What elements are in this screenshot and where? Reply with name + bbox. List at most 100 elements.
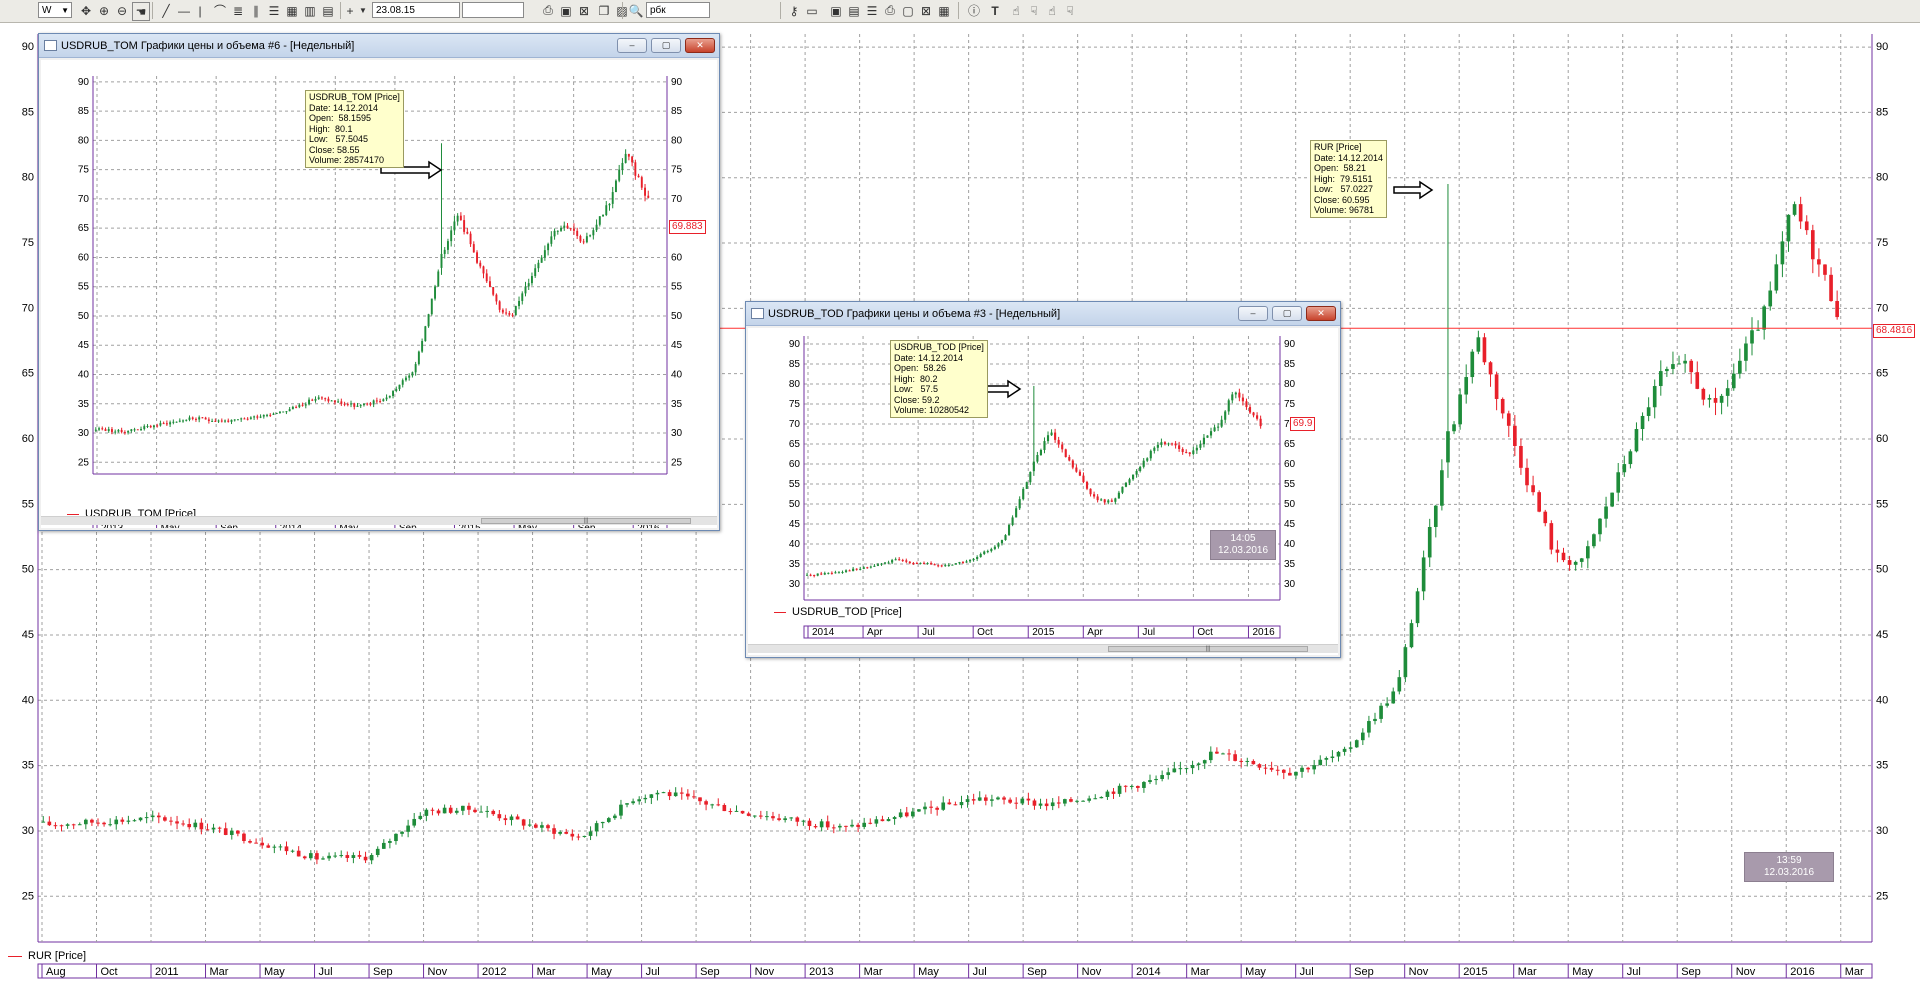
close-button[interactable]: ✕	[1306, 306, 1336, 321]
candle	[1306, 767, 1310, 770]
screen-icon[interactable]: ▢	[902, 3, 914, 18]
candle	[175, 421, 178, 423]
maximize-button[interactable]: ▢	[1272, 306, 1302, 321]
candle	[150, 815, 155, 818]
print-icon[interactable]: ⎙	[543, 3, 553, 17]
y-tick-label: 45	[1284, 519, 1296, 530]
y-tick-label: 90	[1284, 339, 1296, 350]
main-clock: 13:59 12.03.2016	[1744, 852, 1834, 882]
candle	[576, 230, 579, 237]
delete-icon[interactable]: ⊠	[578, 3, 590, 18]
minimize-button[interactable]: –	[617, 38, 647, 53]
chevron-down-icon[interactable]: ▼	[359, 6, 367, 15]
chart-window-icon[interactable]: ▣	[830, 3, 842, 18]
y-tick-label: 50	[1284, 499, 1296, 510]
open-icon[interactable]: ▣	[560, 3, 572, 18]
hand-icon[interactable]: ☚	[132, 2, 150, 21]
list-icon[interactable]: ☰	[866, 3, 878, 18]
candle	[260, 842, 265, 846]
trendline-icon[interactable]: ╱	[162, 3, 170, 18]
print-preview-icon[interactable]: ⎙	[885, 3, 895, 17]
bars-icon[interactable]: ▥	[304, 3, 316, 18]
candle	[1105, 791, 1110, 797]
candle	[1537, 492, 1541, 512]
hand-down-icon[interactable]: ☟	[1030, 3, 1038, 18]
close-button[interactable]: ✕	[685, 38, 715, 53]
crosshair-icon[interactable]: +	[346, 3, 354, 18]
arc-icon[interactable]: ⌒	[213, 4, 226, 18]
x-tick-label: 2016	[1790, 966, 1814, 978]
fibonacci-icon[interactable]: ≣	[232, 3, 244, 18]
info-icon[interactable]: ⓘ	[967, 4, 980, 18]
candle	[291, 406, 294, 410]
candle	[1330, 756, 1335, 759]
minimize-button[interactable]: –	[1238, 306, 1268, 321]
tooltip-open: Open: 58.1595	[309, 113, 372, 123]
candle	[734, 810, 739, 812]
search-icon[interactable]: 🔍	[628, 3, 644, 18]
candle	[813, 575, 816, 577]
main-chart[interactable]: 25 25 30 30 35 35 40 40 45 45 50 50 55 55 60 60 65 65 70 70…	[0, 22, 1920, 986]
zoom-in-icon[interactable]: ⊕	[98, 3, 110, 18]
candle	[1061, 444, 1064, 450]
candle	[838, 825, 842, 828]
candle	[892, 817, 897, 819]
tom-hscroll[interactable]: |||	[41, 516, 717, 525]
date-field-empty[interactable]	[462, 2, 524, 18]
move-icon[interactable]: ✥	[80, 3, 92, 18]
window-usdrub-tod[interactable]: USDRUB_TOD Графики цены и объема #3 - [Н…	[745, 301, 1341, 658]
candle	[395, 389, 398, 392]
date-field[interactable]: 23.08.15	[372, 2, 460, 18]
candle	[388, 841, 392, 843]
horizontal-line-icon[interactable]: —	[178, 3, 190, 18]
text-tool-icon[interactable]: T	[991, 3, 999, 18]
toolbar: W ▼ ✥ ⊕ ⊖ ☚ ╱ — | ⌒ ≣ ∥ ☰ ▦ ▥ ▤ + ▼ 23.0…	[0, 0, 1920, 23]
grid-icon[interactable]: ▦	[286, 3, 298, 18]
tooltip-title: USDRUB_TOM [Price]	[309, 92, 400, 102]
candle	[324, 398, 327, 400]
window-usdrub-tom[interactable]: USDRUB_TOM Графики цены и объема #6 - [Н…	[38, 33, 720, 535]
channel-icon[interactable]: ∥	[253, 3, 259, 18]
scroll-thumb[interactable]: |||	[1108, 646, 1308, 652]
zoom-out-icon[interactable]: ⊖	[116, 3, 128, 18]
candle	[1111, 791, 1116, 794]
x-tick-label: Sep	[373, 966, 393, 978]
tod-plot-area[interactable]: 30 30 35 35 40 40 45 45 50 50 55 55 60 60 65 65 70 70 75 75…	[748, 328, 1338, 655]
layout-icon[interactable]: ▦	[938, 3, 950, 18]
candles-icon[interactable]: ▤	[322, 3, 334, 18]
candle	[65, 824, 70, 826]
main-chart-canvas[interactable]: 25 25 30 30 35 35 40 40 45 45 50 50 55 55 60 60 65 65 70 70…	[0, 22, 1920, 986]
candle	[1762, 306, 1766, 330]
tooltip-low: Low: 57.5	[894, 384, 939, 394]
maximize-button[interactable]: ▢	[651, 38, 681, 53]
thumb-up-icon[interactable]: ☝	[1048, 3, 1056, 18]
candle	[1117, 492, 1120, 499]
tod-chart-canvas[interactable]: 30 30 35 35 40 40 45 45 50 50 55 55 60 60 65 65 70 70 75 75…	[748, 328, 1338, 655]
candle	[1014, 802, 1019, 804]
search-input[interactable]: рбк	[646, 2, 710, 18]
x-tick-label: 2012	[482, 966, 506, 978]
close-window-icon[interactable]: ⊠	[920, 3, 932, 18]
candle	[236, 419, 239, 421]
tod-tooltip: USDRUB_TOD [Price] Date: 14.12.2014 Open: …	[890, 340, 988, 418]
scroll-thumb[interactable]: |||	[481, 518, 691, 524]
window-tile-icon[interactable]: ▭	[806, 3, 818, 18]
tod-hscroll[interactable]: |||	[748, 644, 1338, 653]
x-tick-label: Jul	[1300, 966, 1314, 978]
vertical-line-icon[interactable]: |	[198, 3, 202, 18]
candle	[710, 804, 714, 806]
candle	[1110, 500, 1113, 502]
thumb-down-icon[interactable]: ☟	[1066, 3, 1074, 18]
hand-up-icon[interactable]: ☝	[1012, 3, 1020, 18]
x-tick-label: Jul	[922, 627, 935, 638]
tooltip-date: Date: 14.12.2014	[1314, 152, 1384, 163]
levels-icon[interactable]: ☰	[268, 3, 280, 18]
period-select[interactable]: W ▼	[38, 2, 72, 18]
table-icon[interactable]: ▤	[848, 3, 860, 18]
copy-icon[interactable]: ❐	[598, 3, 610, 18]
candle	[90, 819, 94, 823]
window-titlebar[interactable]: USDRUB_TOM Графики цены и объема #6 - [Н…	[39, 34, 719, 58]
y-tick-label: 75	[671, 165, 683, 176]
candle	[1085, 481, 1089, 489]
key-icon[interactable]: ⚷	[789, 3, 799, 18]
